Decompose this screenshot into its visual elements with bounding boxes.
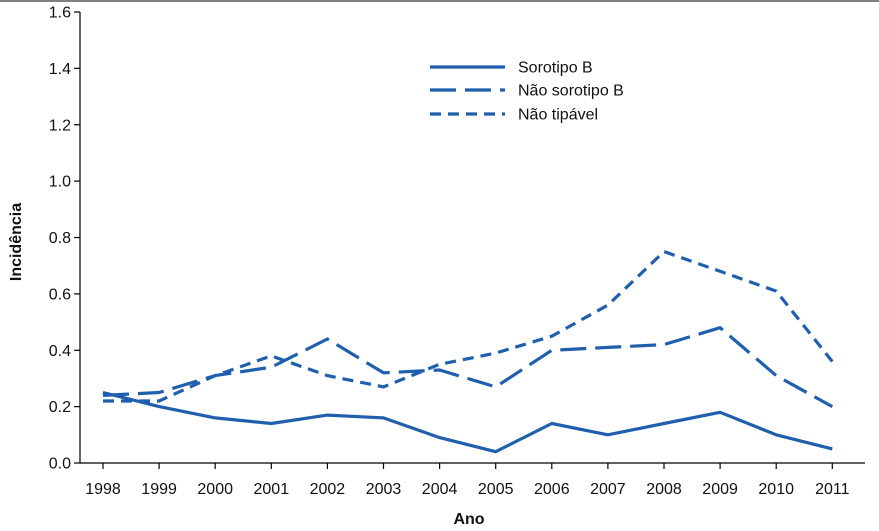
- series-line: [103, 250, 834, 403]
- y-tick-label: 1.6: [49, 5, 71, 22]
- x-tick-label: 2001: [254, 481, 290, 498]
- y-tick-label: 0.0: [49, 456, 71, 473]
- y-tick-label: 1.4: [49, 61, 71, 78]
- y-tick-label: 0.8: [49, 230, 71, 247]
- x-tick-label: 2010: [758, 481, 794, 498]
- x-tick-label: 2005: [478, 481, 514, 498]
- x-tick-label: 2008: [646, 481, 682, 498]
- x-axis-title: Ano: [453, 511, 484, 528]
- legend: Sorotipo B Não sorotipo B Não tipável: [430, 60, 624, 124]
- x-tick-label: 2004: [422, 481, 458, 498]
- y-tick-label: 1.2: [49, 117, 71, 134]
- series-3: [103, 250, 834, 403]
- x-tick-label: 1999: [141, 481, 177, 498]
- series-line: [102, 326, 834, 409]
- y-axis-title: Incidência: [8, 203, 25, 281]
- legend-label: Não sorotipo B: [518, 83, 624, 100]
- y-tick-label: 0.4: [49, 343, 71, 360]
- x-tick-label: 2000: [197, 481, 233, 498]
- x-tick-label: 2002: [310, 481, 346, 498]
- legend-label: Não tipável: [518, 107, 598, 124]
- series-line: [102, 390, 833, 454]
- series-1: [102, 390, 833, 454]
- y-tick-label: 1.0: [49, 174, 71, 191]
- y-tick-label: 0.6: [49, 286, 71, 303]
- y-axis: 0.0 0.2 0.4 0.6 0.8 1.0 1.2 1.4 1.6: [49, 5, 81, 473]
- x-tick-label: 1998: [85, 481, 121, 498]
- y-tick-label: 0.2: [49, 399, 71, 416]
- x-tick-label: 2003: [366, 481, 402, 498]
- x-tick-label: 2006: [534, 481, 570, 498]
- legend-label: Sorotipo B: [518, 60, 593, 77]
- x-tick-label: 2007: [590, 481, 626, 498]
- series-2: [102, 326, 834, 409]
- x-tick-label: 2009: [702, 481, 738, 498]
- x-tick-label: 2011: [815, 481, 850, 498]
- series-layer: [102, 250, 834, 454]
- x-axis: 1998 1999 2000 2001 2002 2003 2004 2005 2006 2007…: [80, 462, 865, 498]
